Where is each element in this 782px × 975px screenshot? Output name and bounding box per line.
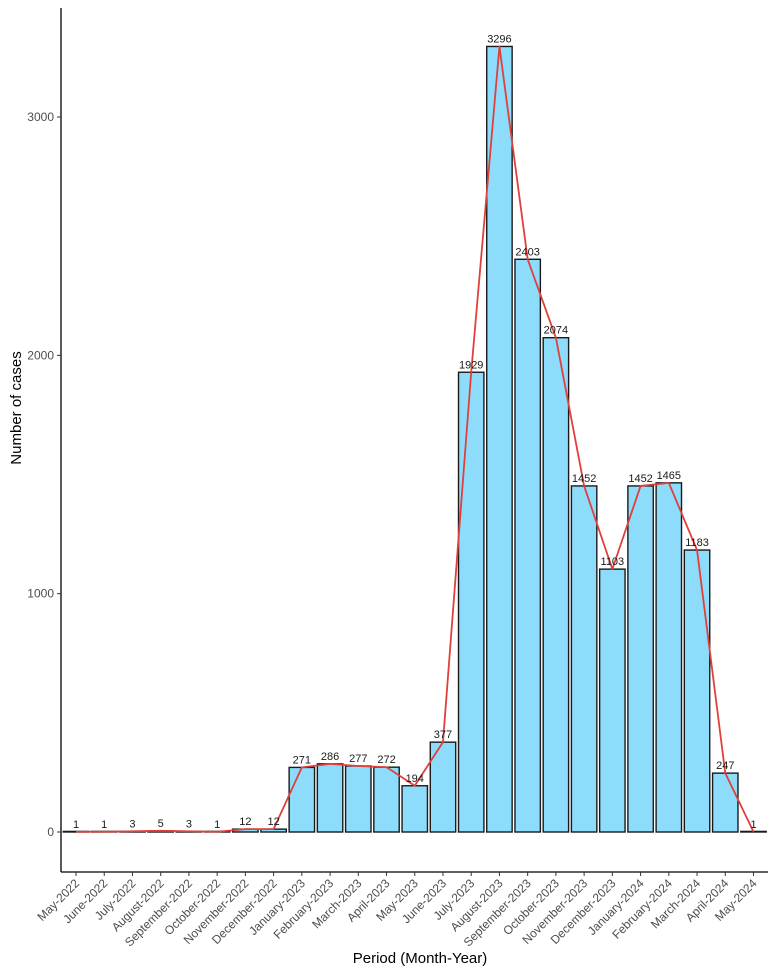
y-tick-label-1000: 1000 — [27, 587, 54, 601]
data-label-June-2022: 1 — [101, 819, 107, 831]
data-label-April-2024: 247 — [716, 760, 734, 772]
data-label-November-2023: 1452 — [572, 473, 596, 485]
bar-January-2023 — [288, 766, 316, 833]
data-label-October-2022: 1 — [214, 819, 220, 831]
x-axis: May-2022June-2022July-2022August-2022Sep… — [34, 871, 768, 949]
data-label-June-2023: 377 — [434, 729, 452, 741]
data-label-May-2023: 194 — [406, 773, 424, 785]
bar-January-2024 — [627, 485, 654, 833]
bar-April-2023 — [373, 766, 400, 833]
bar-April-2024 — [711, 772, 739, 833]
data-label-January-2024: 1452 — [628, 473, 652, 485]
bar-August-2023 — [486, 45, 513, 833]
trend-line-layer — [76, 45, 755, 833]
bar-December-2023 — [598, 568, 626, 833]
y-tick-label-3000: 3000 — [27, 110, 54, 124]
data-labels-layer: 1 1 3 5 3 1 12 12 271 286 277 272 194 377 1929 3296 2403… — [73, 33, 757, 830]
data-label-April-2023: 272 — [377, 754, 395, 766]
data-label-February-2023: 286 — [321, 751, 339, 763]
data-label-September-2023: 2403 — [515, 246, 539, 258]
bars-layer — [62, 45, 767, 833]
data-label-July-2023: 1929 — [459, 359, 483, 371]
bar-September-2023 — [514, 258, 542, 833]
bar-February-2023 — [316, 763, 344, 833]
bar-May-2023 — [401, 785, 429, 833]
y-axis: 0 1000 2000 3000 — [27, 8, 62, 872]
data-label-August-2022: 5 — [158, 818, 164, 830]
bar-October-2023 — [542, 337, 570, 833]
bar-July-2023 — [457, 371, 485, 833]
bar-June-2023 — [429, 741, 457, 833]
y-axis-title: Number of cases — [8, 351, 25, 464]
data-label-October-2023: 2074 — [544, 325, 568, 337]
data-label-February-2024: 1465 — [657, 470, 681, 482]
data-label-August-2023: 3296 — [487, 33, 511, 45]
data-label-March-2024: 1183 — [685, 537, 709, 549]
data-label-December-2023: 1103 — [601, 556, 625, 568]
bar-February-2024 — [655, 482, 683, 833]
bar-March-2023 — [344, 765, 372, 833]
x-axis-title: Period (Month-Year) — [353, 950, 488, 967]
trend-line — [76, 45, 755, 833]
data-label-March-2023: 277 — [349, 753, 367, 765]
y-tick-label-2000: 2000 — [27, 348, 54, 362]
data-label-September-2022: 3 — [186, 818, 192, 830]
data-label-May-2022: 1 — [73, 819, 79, 831]
data-label-November-2022: 12 — [239, 816, 251, 828]
data-label-December-2022: 12 — [267, 816, 279, 828]
data-label-January-2023: 271 — [293, 754, 311, 766]
bar-November-2023 — [570, 485, 598, 833]
data-label-July-2022: 3 — [129, 818, 135, 830]
data-label-May-2024: 1 — [750, 819, 756, 831]
y-tick-label-0: 0 — [47, 825, 54, 839]
bar-March-2024 — [683, 549, 711, 833]
